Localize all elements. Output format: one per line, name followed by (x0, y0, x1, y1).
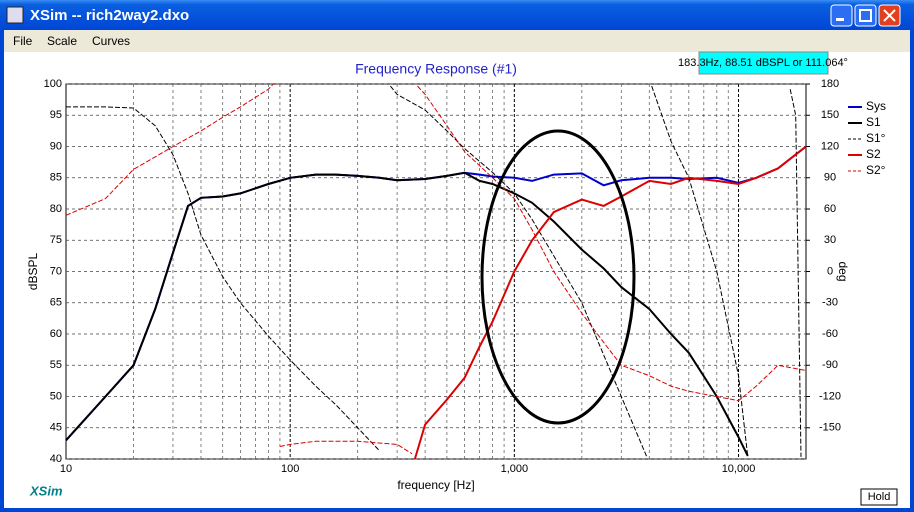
readout: 183.3Hz, 88.51 dBSPL or 111.064° (678, 57, 848, 69)
legend-label: S2° (866, 163, 886, 177)
menu-item[interactable]: Scale (47, 34, 77, 48)
maximize-button[interactable] (854, 4, 877, 27)
y2-tick-label: 60 (824, 203, 836, 215)
y2-tick-label: 120 (821, 140, 839, 152)
series-line (65, 171, 749, 457)
window-title: XSim -- rich2way2.dxo (30, 7, 189, 24)
x-tick-label: 1,000 (501, 463, 529, 475)
hold-label[interactable]: Hold (868, 491, 891, 503)
y2-tick-label: 150 (821, 109, 839, 121)
y-tick-label: 70 (50, 265, 62, 277)
legend-label: S1 (866, 115, 881, 129)
close-icon (883, 9, 896, 22)
legend-label: S2 (866, 147, 881, 161)
y-tick-label: 60 (50, 328, 62, 340)
app-icon (6, 6, 24, 24)
y-tick-label: 95 (50, 109, 62, 121)
y2-axis-label: deg (836, 261, 850, 281)
series-line (65, 83, 807, 455)
series-line (66, 85, 802, 458)
minimize-icon (836, 18, 844, 21)
annotation-ellipse (480, 129, 636, 425)
y-tick-label: 80 (50, 203, 62, 215)
hold-button[interactable] (860, 488, 898, 506)
x-tick-label: 10 (60, 463, 72, 475)
x-axis-label: frequency [Hz] (397, 478, 474, 492)
y-tick-label: 50 (50, 390, 62, 402)
legend-label: S1° (866, 131, 886, 145)
y-tick-label: 40 (50, 453, 62, 465)
title-bar (0, 0, 914, 30)
maximize-icon (859, 9, 872, 22)
plot: 10 100 1,000 10,000 40 45 50 55 60 65 70 75 80 85 90 95… (26, 61, 886, 492)
minimize-button[interactable] (830, 4, 853, 27)
window-controls (830, 4, 901, 27)
y2-tick-label: 0 (827, 265, 833, 277)
logo: XSim (29, 483, 63, 498)
y2-tick-label: 180 (821, 78, 839, 90)
y2-tick-label: 30 (824, 234, 836, 246)
readout-box (698, 51, 829, 75)
y2-tick-label: -90 (822, 359, 838, 371)
chart-title: Frequency Response (#1) (355, 61, 517, 77)
y-tick-label: 100 (44, 78, 62, 90)
legend-label: Sys (866, 99, 886, 113)
y2-tick-label: -120 (819, 390, 841, 402)
x-tick-label: 10,000 (722, 463, 756, 475)
y2-tick-label: -150 (819, 422, 841, 434)
y2-tick-label: -30 (822, 297, 838, 309)
series-line (413, 145, 807, 460)
menu-item[interactable]: Curves (92, 34, 130, 48)
y-tick-label: 90 (50, 140, 62, 152)
y2-tick-label: 90 (824, 172, 836, 184)
y2-tick-label: -60 (822, 328, 838, 340)
y-tick-label: 85 (50, 172, 62, 184)
menu-item[interactable]: File (13, 34, 33, 48)
y-tick-label: 55 (50, 359, 62, 371)
y-tick-label: 65 (50, 297, 62, 309)
y-tick-label: 75 (50, 234, 62, 246)
x-tick-label: 100 (281, 463, 299, 475)
y-axis-label: dBSPL (26, 252, 40, 290)
y-tick-label: 45 (50, 422, 62, 434)
menu-bar (4, 30, 910, 52)
